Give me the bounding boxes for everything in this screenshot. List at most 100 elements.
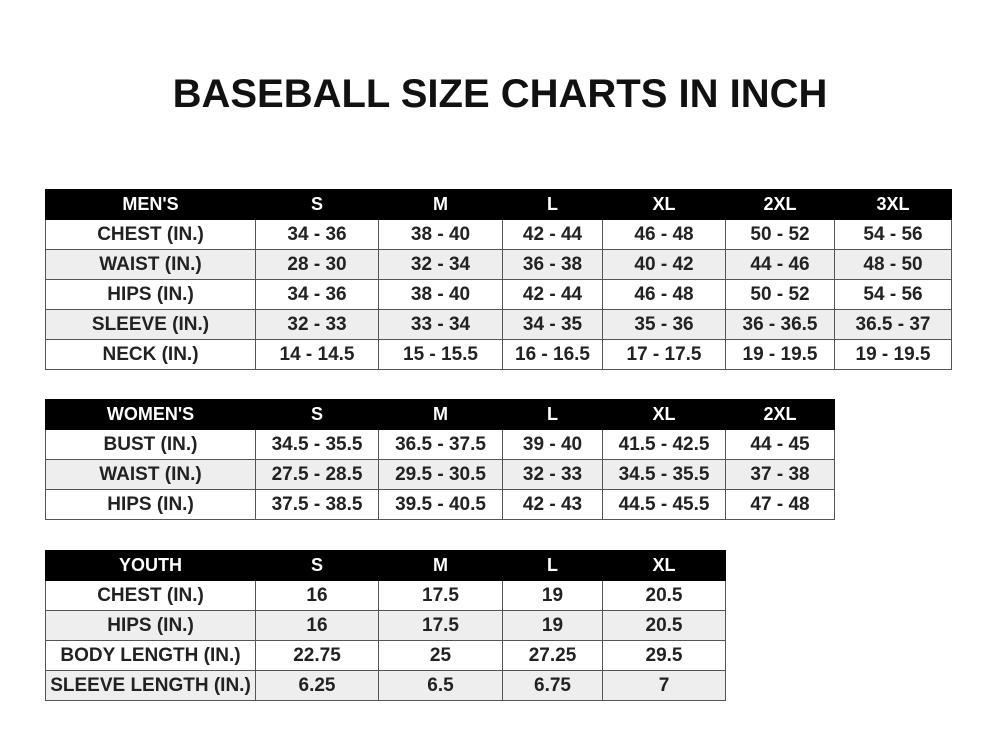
table-row: HIPS (IN.) 34 - 36 38 - 40 42 - 44 46 - 48 50… [45, 279, 952, 310]
size-value: 25 [378, 640, 503, 671]
size-value: 16 [255, 610, 379, 641]
size-value: 32 - 33 [502, 459, 603, 490]
size-value: 50 - 52 [725, 279, 835, 310]
size-value: 34.5 - 35.5 [602, 459, 726, 490]
measurement-label: SLEEVE LENGTH (IN.) [45, 670, 256, 701]
table-row: CHEST (IN.) 16 17.5 19 20.5 [45, 580, 726, 611]
size-value: 39 - 40 [502, 429, 603, 460]
size-value: 34.5 - 35.5 [255, 429, 379, 460]
size-value: 15 - 15.5 [378, 339, 503, 370]
size-value: 37 - 38 [725, 459, 835, 490]
size-value: 42 - 43 [502, 489, 603, 520]
size-header: XL [602, 399, 726, 430]
size-value: 34 - 36 [255, 279, 379, 310]
size-value: 19 - 19.5 [834, 339, 952, 370]
size-value: 32 - 33 [255, 309, 379, 340]
table-row: BODY LENGTH (IN.) 22.75 25 27.25 29.5 [45, 640, 726, 671]
size-value: 42 - 44 [502, 219, 603, 250]
table-row: WAIST (IN.) 27.5 - 28.5 29.5 - 30.5 32 - 33… [45, 459, 835, 490]
size-value: 27.5 - 28.5 [255, 459, 379, 490]
size-value: 20.5 [602, 580, 726, 611]
size-value: 36 - 36.5 [725, 309, 835, 340]
size-value: 40 - 42 [602, 249, 726, 280]
size-value: 7 [602, 670, 726, 701]
size-value: 46 - 48 [602, 219, 726, 250]
header-row: YOUTH S M L XL [45, 550, 726, 581]
page-title: BASEBALL SIZE CHARTS IN INCH [172, 72, 828, 116]
size-value: 19 [502, 610, 603, 641]
size-value: 54 - 56 [834, 219, 952, 250]
table-row: SLEEVE (IN.) 32 - 33 33 - 34 34 - 35 35 - 36… [45, 309, 952, 340]
size-header: S [255, 550, 379, 581]
size-value: 36 - 38 [502, 249, 603, 280]
size-value: 36.5 - 37.5 [378, 429, 503, 460]
size-value: 34 - 35 [502, 309, 603, 340]
table-row: CHEST (IN.) 34 - 36 38 - 40 42 - 44 46 - 48 5… [45, 219, 952, 250]
size-header: 3XL [834, 189, 952, 220]
size-value: 38 - 40 [378, 219, 503, 250]
size-value: 19 [502, 580, 603, 611]
size-value: 44 - 46 [725, 249, 835, 280]
table-row: BUST (IN.) 34.5 - 35.5 36.5 - 37.5 39 - 40 4… [45, 429, 835, 460]
size-value: 38 - 40 [378, 279, 503, 310]
size-header: L [502, 189, 603, 220]
size-header: M [378, 189, 503, 220]
size-value: 39.5 - 40.5 [378, 489, 503, 520]
size-header: XL [602, 550, 726, 581]
measurement-label: HIPS (IN.) [45, 610, 256, 641]
measurement-label: CHEST (IN.) [45, 580, 256, 611]
size-value: 32 - 34 [378, 249, 503, 280]
size-header: 2XL [725, 189, 835, 220]
size-value: 6.75 [502, 670, 603, 701]
size-value: 37.5 - 38.5 [255, 489, 379, 520]
size-value: 19 - 19.5 [725, 339, 835, 370]
measurement-label: WAIST (IN.) [45, 459, 256, 490]
size-value: 50 - 52 [725, 219, 835, 250]
size-value: 29.5 [602, 640, 726, 671]
table-row: SLEEVE LENGTH (IN.) 6.25 6.5 6.75 7 [45, 670, 726, 701]
womens-size-table: WOMEN'S S M L XL 2XL BUST (IN.) 34.5 - 35.5 36.5… [45, 399, 835, 520]
size-value: 17.5 [378, 580, 503, 611]
category-header: MEN'S [45, 189, 256, 220]
size-value: 35 - 36 [602, 309, 726, 340]
measurement-label: BODY LENGTH (IN.) [45, 640, 256, 671]
youth-size-table: YOUTH S M L XL CHEST (IN.) 16 17.5 19 20.5 HIPS (I… [45, 550, 726, 701]
size-header: XL [602, 189, 726, 220]
size-value: 16 - 16.5 [502, 339, 603, 370]
size-header: S [255, 189, 379, 220]
size-value: 6.25 [255, 670, 379, 701]
size-value: 41.5 - 42.5 [602, 429, 726, 460]
size-header: 2XL [725, 399, 835, 430]
size-value: 33 - 34 [378, 309, 503, 340]
size-value: 54 - 56 [834, 279, 952, 310]
size-value: 27.25 [502, 640, 603, 671]
size-value: 29.5 - 30.5 [378, 459, 503, 490]
size-header: M [378, 550, 503, 581]
table-row: HIPS (IN.) 16 17.5 19 20.5 [45, 610, 726, 641]
size-value: 20.5 [602, 610, 726, 641]
size-value: 44 - 45 [725, 429, 835, 460]
table-row: NECK (IN.) 14 - 14.5 15 - 15.5 16 - 16.5 17 … [45, 339, 952, 370]
category-header: YOUTH [45, 550, 256, 581]
mens-size-table: MEN'S S M L XL 2XL 3XL CHEST (IN.) 34 - 36 38 - 4… [45, 189, 952, 370]
size-value: 34 - 36 [255, 219, 379, 250]
measurement-label: SLEEVE (IN.) [45, 309, 256, 340]
category-header: WOMEN'S [45, 399, 256, 430]
header-row: MEN'S S M L XL 2XL 3XL [45, 189, 952, 220]
size-header: L [502, 399, 603, 430]
size-value: 22.75 [255, 640, 379, 671]
size-value: 44.5 - 45.5 [602, 489, 726, 520]
size-header: M [378, 399, 503, 430]
size-value: 48 - 50 [834, 249, 952, 280]
measurement-label: HIPS (IN.) [45, 279, 256, 310]
measurement-label: HIPS (IN.) [45, 489, 256, 520]
table-row: HIPS (IN.) 37.5 - 38.5 39.5 - 40.5 42 - 43 4… [45, 489, 835, 520]
table-row: WAIST (IN.) 28 - 30 32 - 34 36 - 38 40 - 42 4… [45, 249, 952, 280]
size-value: 17 - 17.5 [602, 339, 726, 370]
size-header: L [502, 550, 603, 581]
size-value: 42 - 44 [502, 279, 603, 310]
measurement-label: CHEST (IN.) [45, 219, 256, 250]
size-value: 36.5 - 37 [834, 309, 952, 340]
size-value: 28 - 30 [255, 249, 379, 280]
size-header: S [255, 399, 379, 430]
